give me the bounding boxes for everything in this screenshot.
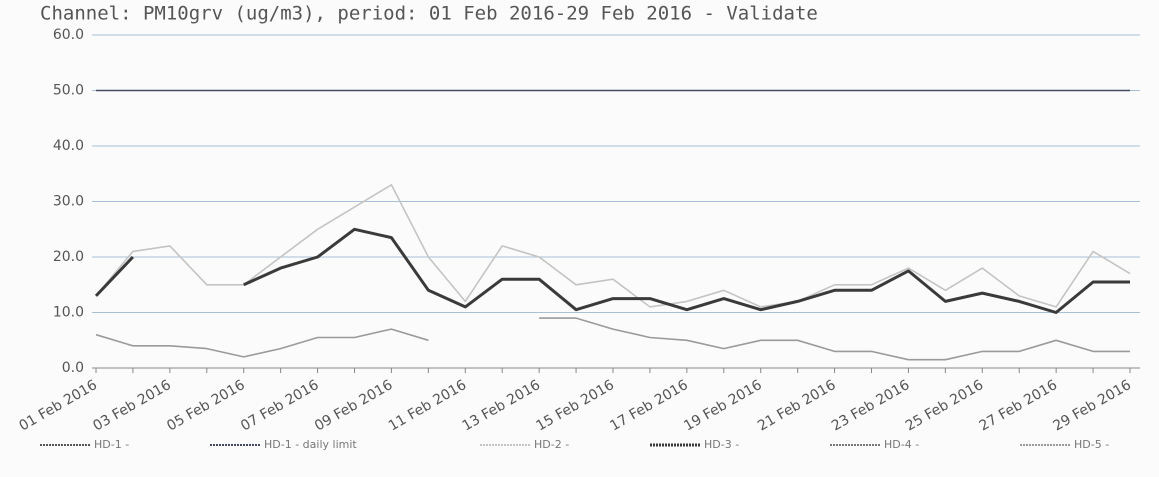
x-tick-label: 05 Feb 2016 (164, 377, 248, 434)
x-tick-label: 07 Feb 2016 (238, 377, 322, 434)
x-tick-label: 03 Feb 2016 (90, 377, 174, 434)
y-tick-label: 40.0 (53, 138, 84, 154)
series-line (94, 227, 1130, 314)
legend-label: HD-1 - daily limit (264, 438, 357, 451)
series-line (95, 184, 1131, 308)
x-tick-label: 01 Feb 2016 (17, 377, 101, 434)
x-tick-label: 29 Feb 2016 (1051, 377, 1135, 434)
y-tick-label: 60.0 (53, 27, 84, 43)
y-tick-label: 20.0 (53, 249, 84, 265)
x-tick-label: 15 Feb 2016 (534, 377, 618, 434)
y-tick-label: 50.0 (53, 83, 84, 99)
legend-label: HD-5 - (1074, 438, 1109, 451)
legend-label: HD-4 - (884, 438, 919, 451)
legend-label: HD-3 - (704, 438, 739, 451)
legend-label: HD-1 - (94, 438, 129, 451)
y-tick-label: 30.0 (53, 194, 84, 210)
chart-title: Channel: PM10grv (ug/m3), period: 01 Feb… (40, 3, 818, 25)
x-tick-label: 27 Feb 2016 (977, 377, 1061, 434)
x-tick-label: 19 Feb 2016 (681, 377, 765, 434)
x-tick-label: 17 Feb 2016 (607, 377, 691, 434)
x-tick-label: 11 Feb 2016 (386, 377, 470, 434)
legend-label: HD-2 - (534, 438, 569, 451)
x-tick-label: 21 Feb 2016 (755, 377, 839, 434)
y-tick-label: 0.0 (62, 360, 84, 376)
series-line (95, 317, 1130, 361)
x-tick-label: 23 Feb 2016 (829, 377, 913, 434)
x-tick-label: 25 Feb 2016 (903, 377, 987, 434)
x-tick-label: 09 Feb 2016 (312, 377, 396, 434)
x-tick-label: 13 Feb 2016 (460, 377, 544, 434)
y-tick-label: 10.0 (53, 305, 84, 321)
